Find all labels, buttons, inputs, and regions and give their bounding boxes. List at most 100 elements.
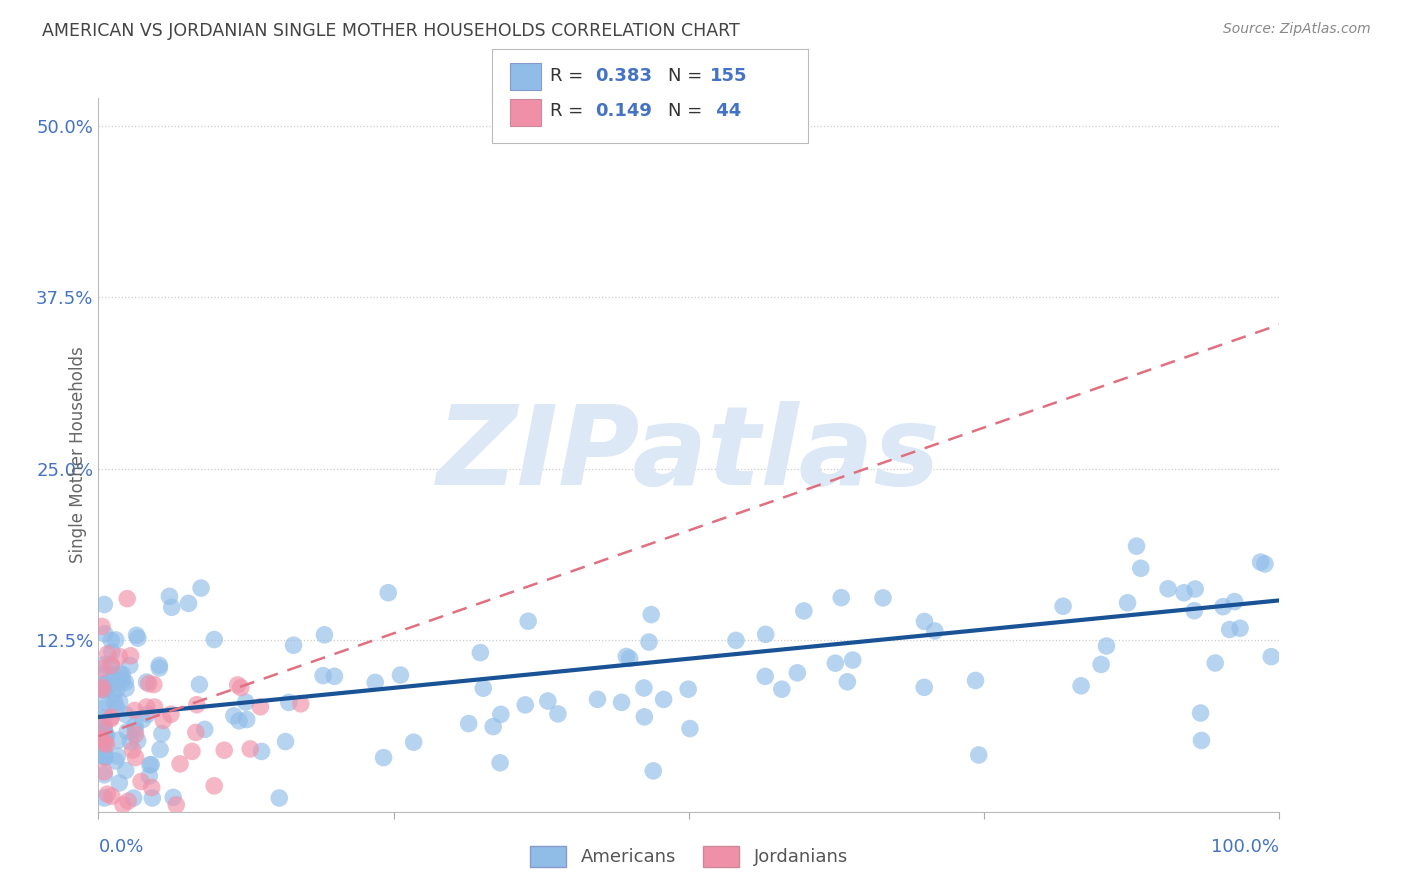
Point	[91, 721, 114, 735]
Point	[830, 591, 852, 605]
Point	[93, 666, 115, 681]
Point	[841, 653, 863, 667]
Point	[1223, 594, 1246, 608]
Point	[643, 764, 665, 778]
Point	[202, 779, 225, 793]
Point	[638, 635, 661, 649]
Point	[162, 790, 184, 805]
Point	[103, 672, 125, 686]
Point	[114, 675, 136, 690]
Point	[100, 657, 122, 672]
Point	[323, 669, 346, 683]
Point	[93, 750, 115, 764]
Point	[93, 742, 115, 756]
Text: 0.149: 0.149	[595, 103, 651, 120]
Point	[111, 667, 134, 681]
Point	[194, 723, 217, 737]
Point	[111, 673, 134, 687]
Point	[1204, 656, 1226, 670]
Point	[105, 701, 128, 715]
Text: 155: 155	[710, 67, 748, 85]
Point	[124, 703, 146, 717]
Point	[724, 633, 747, 648]
Point	[93, 701, 115, 715]
Point	[124, 723, 146, 737]
Text: R =: R =	[550, 67, 589, 85]
Point	[93, 710, 115, 724]
Point	[222, 709, 245, 723]
Point	[824, 656, 846, 670]
Text: N =: N =	[668, 103, 707, 120]
Point	[125, 628, 148, 642]
Point	[1219, 623, 1241, 637]
Point	[94, 678, 117, 692]
Point	[837, 674, 859, 689]
Point	[160, 707, 183, 722]
Point	[127, 733, 149, 747]
Point	[120, 735, 142, 749]
Point	[108, 649, 131, 664]
Point	[100, 633, 122, 648]
Point	[967, 747, 990, 762]
Point	[100, 789, 122, 804]
Point	[108, 695, 131, 709]
Point	[547, 706, 569, 721]
Point	[91, 682, 114, 697]
Point	[93, 677, 115, 691]
Point	[93, 657, 115, 672]
Point	[770, 682, 793, 697]
Point	[152, 714, 174, 728]
Point	[136, 707, 159, 722]
Point	[389, 668, 412, 682]
Point	[93, 719, 115, 733]
Point	[103, 688, 125, 702]
Point	[139, 758, 162, 772]
Point	[793, 604, 815, 618]
Point	[1125, 539, 1147, 553]
Point	[93, 749, 115, 764]
Text: 0.0%: 0.0%	[98, 838, 143, 856]
Point	[1212, 599, 1234, 614]
Point	[104, 632, 127, 647]
Point	[314, 628, 336, 642]
Point	[114, 764, 136, 778]
Point	[149, 742, 172, 756]
Point	[1157, 582, 1180, 596]
Point	[101, 645, 124, 659]
Point	[489, 756, 512, 770]
Point	[924, 624, 946, 638]
Point	[283, 638, 305, 652]
Point	[108, 666, 131, 681]
Y-axis label: Single Mother Households: Single Mother Households	[69, 347, 87, 563]
Text: 100.0%: 100.0%	[1212, 838, 1279, 856]
Text: 44: 44	[710, 103, 741, 120]
Point	[143, 700, 166, 714]
Point	[1191, 733, 1213, 747]
Point	[94, 729, 117, 743]
Point	[640, 607, 662, 622]
Point	[679, 722, 702, 736]
Text: N =: N =	[668, 67, 707, 85]
Point	[93, 733, 115, 747]
Point	[1189, 706, 1212, 720]
Point	[235, 695, 257, 709]
Point	[93, 683, 115, 698]
Point	[1254, 557, 1277, 571]
Point	[93, 768, 115, 782]
Point	[517, 614, 540, 628]
Text: ZIPatlas: ZIPatlas	[437, 401, 941, 508]
Point	[619, 651, 641, 665]
Point	[184, 725, 207, 739]
Point	[100, 658, 122, 673]
Point	[229, 681, 252, 695]
Point	[117, 794, 139, 808]
Point	[94, 627, 117, 641]
Point	[93, 680, 115, 694]
Point	[402, 735, 425, 749]
Point	[652, 692, 675, 706]
Point	[108, 776, 131, 790]
Point	[124, 718, 146, 732]
Point	[105, 681, 128, 696]
Point	[614, 649, 637, 664]
Point	[202, 632, 225, 647]
